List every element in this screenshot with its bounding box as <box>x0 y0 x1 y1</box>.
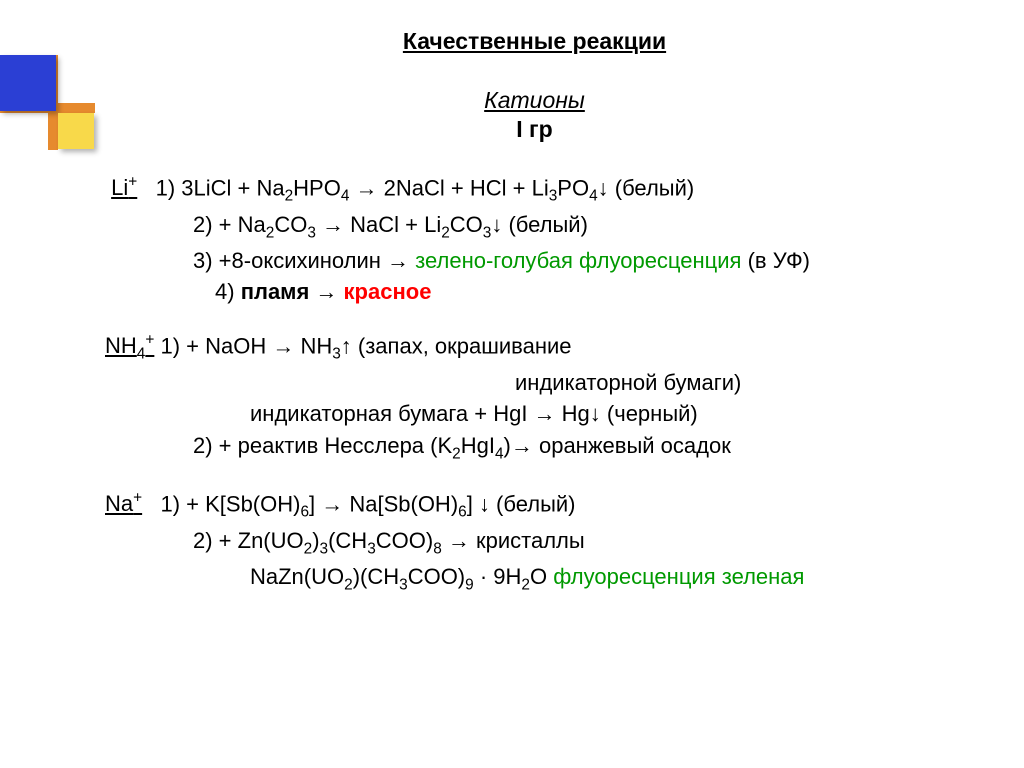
sub-6b: 6 <box>458 504 467 521</box>
sub-3e: 3 <box>320 540 329 557</box>
nh4-line-2: 2) + реактив Несслера (K2HgI4)→ оранжевы… <box>105 431 964 465</box>
sub-2d: 2 <box>452 445 461 462</box>
li-ion-text: Li <box>111 175 128 200</box>
li-r2-e: ↓ (белый) <box>491 212 588 237</box>
nh4-r1-c: индикаторной бумаги) <box>515 370 741 395</box>
ammonium-block: NH4+ 1) + NaOH → NH3↑ (запах, окрашивани… <box>105 331 964 465</box>
nh4-ion: NH4+ <box>105 333 154 358</box>
na-r3-a: NaZn(UO <box>250 564 344 589</box>
nh4-r1-d: индикаторная бумага + HgI → Hg↓ (черный) <box>250 401 698 426</box>
na-r2-e: → кристаллы <box>442 528 585 553</box>
nh4-line-1c: индикаторная бумага + HgI → Hg↓ (черный) <box>105 399 964 429</box>
nh4-r2-b: HgI <box>461 433 495 458</box>
li-r4-a: 4) <box>215 279 241 304</box>
na-ion: Na+ <box>105 491 142 516</box>
nh4-r2-c: )→ оранжевый осадок <box>504 433 731 458</box>
li-r2-c: → NaCl + Li <box>316 212 441 237</box>
li-r1-e: ↓ (белый) <box>598 175 695 200</box>
li-r1-b: HPO <box>293 175 341 200</box>
sodium-block: Na+ 1) + K[Sb(OH)6] → Na[Sb(OH)6] ↓ (бел… <box>105 489 964 596</box>
li-r2-a: 2) + Na <box>193 212 266 237</box>
li-r2-b: CO <box>274 212 307 237</box>
na-r3-c: COO) <box>408 564 465 589</box>
sub-4b: 4 <box>589 188 598 205</box>
slide-subtitle: Катионы <box>105 87 964 114</box>
na-r2-b: ) <box>312 528 319 553</box>
yellow-square <box>58 113 94 149</box>
nh4-ion-text: NH <box>105 333 137 358</box>
sub-3g: 3 <box>399 576 408 593</box>
li-ion-sup: + <box>128 174 137 191</box>
sub-2: 2 <box>285 188 294 205</box>
nh4-ion-sup: + <box>145 332 154 349</box>
slide-decoration <box>0 55 100 155</box>
li-r1-a: 1) 3LiCl + Na <box>156 175 285 200</box>
na-line-2: 2) + Zn(UO2)3(CH3COO)8 → кристаллы <box>105 526 964 560</box>
na-r1-a: 1) + K[Sb(OH) <box>160 491 300 516</box>
sub-6a: 6 <box>300 504 309 521</box>
lithium-block: Li+ 1) 3LiCl + Na2HPO4 → 2NaCl + HCl + L… <box>105 173 964 307</box>
li-line-4: 4) пламя → красное <box>105 277 964 307</box>
nh4-line-1b: индикаторной бумаги) <box>105 368 964 398</box>
nh4-r1-b: ↑ (запах, окрашивание <box>341 333 572 358</box>
sub-9: 9 <box>465 576 474 593</box>
li-r1-c: → 2NaCl + HCl + Li <box>349 175 548 200</box>
blue-square <box>0 55 56 111</box>
na-r3-d: · 9H <box>474 564 522 589</box>
na-ion-sup: + <box>133 490 142 507</box>
slide-content: Качественные реакции Катионы I гр Li+ 1)… <box>0 0 1024 596</box>
sub-3: 3 <box>549 188 558 205</box>
li-r3-green: зелено-голубая флуоресценция <box>415 248 741 273</box>
sub-3d: 3 <box>332 346 341 363</box>
li-r2-d: CO <box>450 212 483 237</box>
nh4-r2-a: 2) + реактив Несслера (K <box>193 433 452 458</box>
na-r3-green: флуоресценция зеленая <box>553 564 804 589</box>
li-r1-d: PO <box>557 175 589 200</box>
slide-title: Качественные реакции <box>105 28 964 55</box>
na-line-3: NaZn(UO2)(CH3COO)9 · 9H2O флуоресценция … <box>105 562 964 596</box>
li-r3-a: 3) +8-оксихинолин → <box>193 248 415 273</box>
na-line-1: Na+ 1) + K[Sb(OH)6] → Na[Sb(OH)6] ↓ (бел… <box>105 489 964 524</box>
group-label: I гр <box>105 116 964 143</box>
sub-3b: 3 <box>307 224 316 241</box>
li-r4-c: → <box>309 279 343 304</box>
sub-8: 8 <box>433 540 442 557</box>
na-r2-d: COO) <box>376 528 433 553</box>
na-r1-b: ] → Na[Sb(OH) <box>309 491 458 516</box>
sub-3f: 3 <box>367 540 376 557</box>
sub-2c: 2 <box>441 224 450 241</box>
na-r2-c: (CH <box>328 528 367 553</box>
li-line-2: 2) + Na2CO3 → NaCl + Li2CO3↓ (белый) <box>105 210 964 244</box>
na-r3-b: )(CH <box>353 564 399 589</box>
li-line-1: Li+ 1) 3LiCl + Na2HPO 4 → 2NaCl + HCl + L… <box>105 173 964 208</box>
na-ion-text: Na <box>105 491 133 516</box>
nh4-line-1: NH4+ 1) + NaOH → NH3↑ (запах, окрашивани… <box>105 331 964 366</box>
sub-2g: 2 <box>521 576 530 593</box>
na-r1-c: ] ↓ (белый) <box>467 491 576 516</box>
sub-2f: 2 <box>344 576 353 593</box>
li-r4-flame: пламя <box>241 279 310 304</box>
nh4-r1-a: 1) + NaOH → NH <box>154 333 332 358</box>
li-line-3: 3) +8-оксихинолин → зелено-голубая флуор… <box>105 246 964 276</box>
na-r3-e: O <box>530 564 553 589</box>
li-r3-c: (в УФ) <box>741 248 810 273</box>
sub-4c: 4 <box>495 445 504 462</box>
li-r4-red: красное <box>344 279 432 304</box>
li-ion: Li+ <box>111 175 137 200</box>
na-r2-a: 2) + Zn(UO <box>193 528 304 553</box>
sub-2e: 2 <box>304 540 313 557</box>
